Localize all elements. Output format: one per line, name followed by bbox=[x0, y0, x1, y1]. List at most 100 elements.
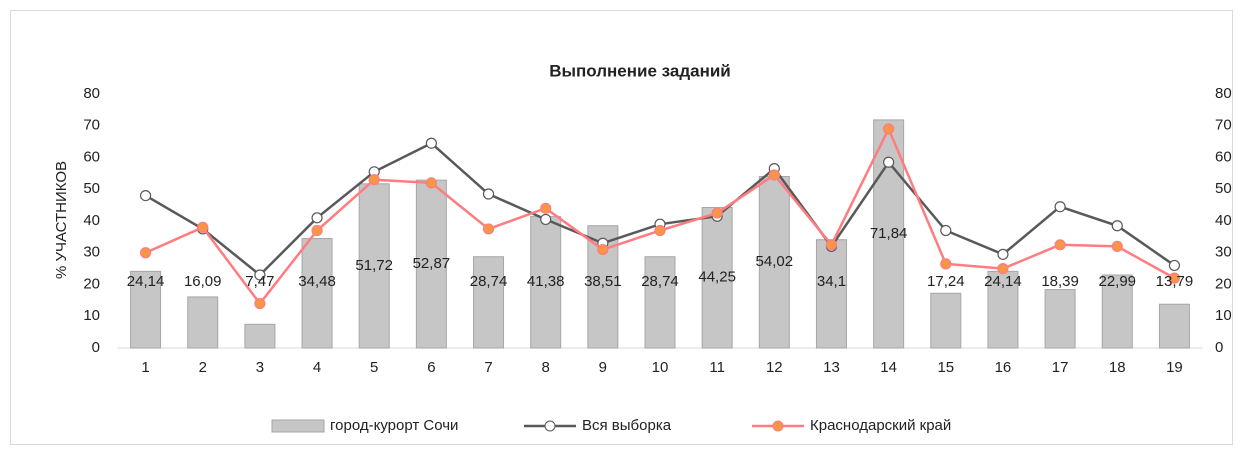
y2-tick-label: 70 bbox=[1215, 117, 1232, 134]
data-label: 22,99 bbox=[1098, 273, 1136, 290]
bar bbox=[530, 216, 562, 349]
y2-tick-label: 10 bbox=[1215, 307, 1232, 324]
x-tick-label: 6 bbox=[427, 359, 435, 376]
data-label: 7,47 bbox=[245, 273, 274, 290]
bar bbox=[415, 179, 447, 349]
y-tick-label: 50 bbox=[83, 180, 100, 197]
marker bbox=[254, 269, 266, 281]
y-tick-label: 70 bbox=[83, 117, 100, 134]
data-label: 24,14 bbox=[984, 273, 1022, 290]
y2-tick-label: 20 bbox=[1215, 275, 1232, 292]
chart-title: Выполнение заданий bbox=[549, 61, 731, 80]
marker bbox=[1054, 239, 1066, 251]
x-tick-label: 9 bbox=[599, 359, 607, 376]
x-tick-label: 19 bbox=[1166, 359, 1183, 376]
bar bbox=[244, 323, 276, 349]
marker bbox=[139, 190, 152, 202]
marker bbox=[768, 169, 780, 181]
y2-tick-label: 30 bbox=[1215, 244, 1232, 261]
y-tick-label: 30 bbox=[83, 244, 100, 261]
x-tick-label: 12 bbox=[766, 359, 783, 376]
bar bbox=[1044, 289, 1076, 349]
data-label: 24,14 bbox=[127, 273, 165, 290]
marker bbox=[311, 212, 323, 224]
x-tick-label: 13 bbox=[823, 359, 840, 376]
x-tick-label: 11 bbox=[709, 359, 725, 376]
marker bbox=[597, 243, 609, 256]
data-label: 18,39 bbox=[1041, 273, 1079, 290]
marker bbox=[540, 213, 552, 226]
legend-marker bbox=[772, 420, 784, 432]
marker bbox=[883, 123, 895, 135]
marker bbox=[1111, 220, 1123, 232]
marker bbox=[940, 258, 952, 270]
x-tick-label: 2 bbox=[199, 359, 207, 376]
marker bbox=[940, 224, 952, 237]
legend-swatch bbox=[271, 419, 325, 433]
marker bbox=[425, 177, 437, 189]
data-label: 16,09 bbox=[184, 273, 222, 290]
data-label: 41,38 bbox=[527, 273, 565, 290]
data-label: 38,51 bbox=[584, 273, 622, 290]
legend-label: город-курорт Сочи bbox=[330, 417, 458, 434]
bar bbox=[301, 238, 333, 349]
y-tick-label: 0 bbox=[92, 339, 100, 356]
bar bbox=[473, 256, 505, 349]
data-label: 54,02 bbox=[756, 253, 794, 270]
bar bbox=[701, 207, 733, 349]
x-tick-label: 18 bbox=[1109, 359, 1126, 376]
data-label: 51,72 bbox=[355, 257, 393, 274]
legend-label: Краснодарский край bbox=[810, 417, 951, 434]
marker bbox=[1111, 240, 1123, 252]
marker bbox=[825, 239, 838, 251]
bar bbox=[930, 292, 962, 349]
marker bbox=[711, 207, 723, 219]
data-label: 44,25 bbox=[698, 269, 736, 286]
bar bbox=[187, 296, 219, 349]
legend-label: Вся выборка bbox=[582, 417, 672, 434]
y2-tick-label: 50 bbox=[1215, 180, 1232, 197]
y2-tick-label: 80 bbox=[1215, 85, 1232, 102]
marker bbox=[368, 174, 380, 186]
bar bbox=[815, 239, 847, 349]
x-tick-label: 10 bbox=[652, 359, 669, 376]
x-tick-label: 17 bbox=[1052, 359, 1069, 376]
marker bbox=[425, 137, 437, 149]
bar bbox=[1101, 274, 1133, 349]
bar bbox=[758, 175, 790, 349]
marker bbox=[654, 224, 666, 237]
marker bbox=[197, 221, 209, 233]
marker bbox=[1168, 272, 1181, 284]
data-label: 34,1 bbox=[817, 273, 846, 290]
marker bbox=[482, 223, 495, 235]
bar bbox=[1158, 303, 1190, 349]
x-tick-label: 4 bbox=[313, 359, 321, 376]
y-axis-label: % УЧАСТНИКОВ bbox=[53, 161, 70, 279]
y-tick-label: 60 bbox=[83, 148, 100, 165]
marker bbox=[1168, 259, 1181, 272]
y-tick-label: 80 bbox=[83, 85, 100, 102]
chart-border bbox=[10, 10, 1233, 445]
x-tick-label: 14 bbox=[880, 359, 897, 376]
legend-marker bbox=[544, 420, 556, 432]
x-tick-label: 15 bbox=[937, 359, 954, 376]
x-tick-label: 5 bbox=[370, 359, 378, 376]
bar bbox=[987, 270, 1019, 349]
x-tick-label: 8 bbox=[542, 359, 550, 376]
marker bbox=[139, 247, 152, 259]
marker bbox=[482, 188, 495, 200]
marker bbox=[997, 248, 1009, 260]
marker bbox=[1054, 201, 1066, 213]
marker bbox=[883, 156, 895, 168]
data-label: 34,48 bbox=[298, 273, 336, 290]
y-tick-label: 10 bbox=[83, 307, 100, 324]
y2-tick-label: 60 bbox=[1215, 148, 1232, 165]
data-label: 52,87 bbox=[413, 255, 451, 272]
data-label: 28,74 bbox=[641, 273, 679, 290]
marker bbox=[997, 263, 1009, 275]
marker bbox=[254, 297, 266, 310]
x-tick-label: 16 bbox=[995, 359, 1012, 376]
y2-tick-label: 40 bbox=[1215, 212, 1232, 229]
data-label: 28,74 bbox=[470, 273, 508, 290]
